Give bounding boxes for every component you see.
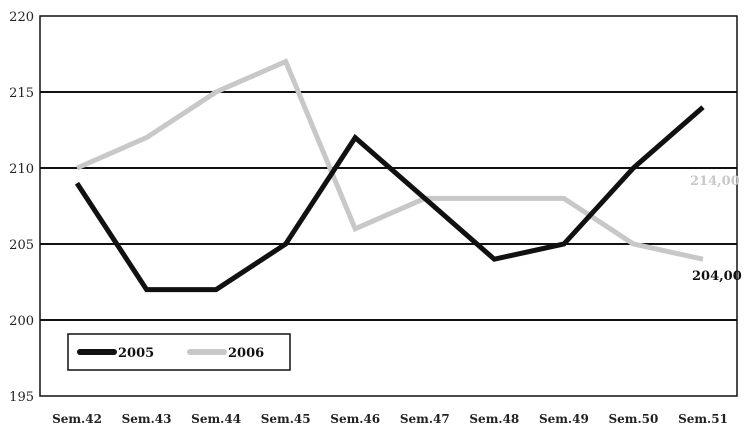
y-tick-label: 200 <box>9 314 34 329</box>
series-layer <box>74 58 705 293</box>
x-tick-label: Sem.45 <box>261 412 311 426</box>
x-axis: Sem.42 Sem.43 Sem.44 Sem.45 Sem.46 Sem.47 Sem.… <box>52 412 728 426</box>
legend-label-2006: 2006 <box>228 346 264 361</box>
y-tick-label: 220 <box>9 10 34 25</box>
series-line-2006 <box>75 58 704 262</box>
annotation-2005-last: 214,00 <box>690 174 740 189</box>
plot-frame <box>39 15 738 397</box>
annotation-2006-last: 204,00 <box>692 269 742 284</box>
x-tick-label: Sem.50 <box>609 412 659 426</box>
series-line-2005 <box>74 105 705 293</box>
y-tick-label: 205 <box>9 238 34 253</box>
x-tick-label: Sem.46 <box>330 412 380 426</box>
legend: 2005 2006 <box>67 333 291 371</box>
x-tick-label: Sem.49 <box>539 412 589 426</box>
y-axis: 195 200 205 210 215 220 <box>9 10 34 405</box>
x-tick-label: Sem.48 <box>469 412 519 426</box>
x-tick-label: Sem.44 <box>191 412 241 426</box>
x-tick-label: Sem.47 <box>400 412 450 426</box>
y-tick-label: 195 <box>9 390 34 405</box>
x-tick-label: Sem.42 <box>52 412 102 426</box>
y-tick-label: 215 <box>9 86 34 101</box>
legend-label-2005: 2005 <box>118 346 154 361</box>
x-tick-label: Sem.51 <box>678 412 728 426</box>
x-tick-label: Sem.43 <box>122 412 172 426</box>
y-tick-label: 210 <box>9 162 34 177</box>
